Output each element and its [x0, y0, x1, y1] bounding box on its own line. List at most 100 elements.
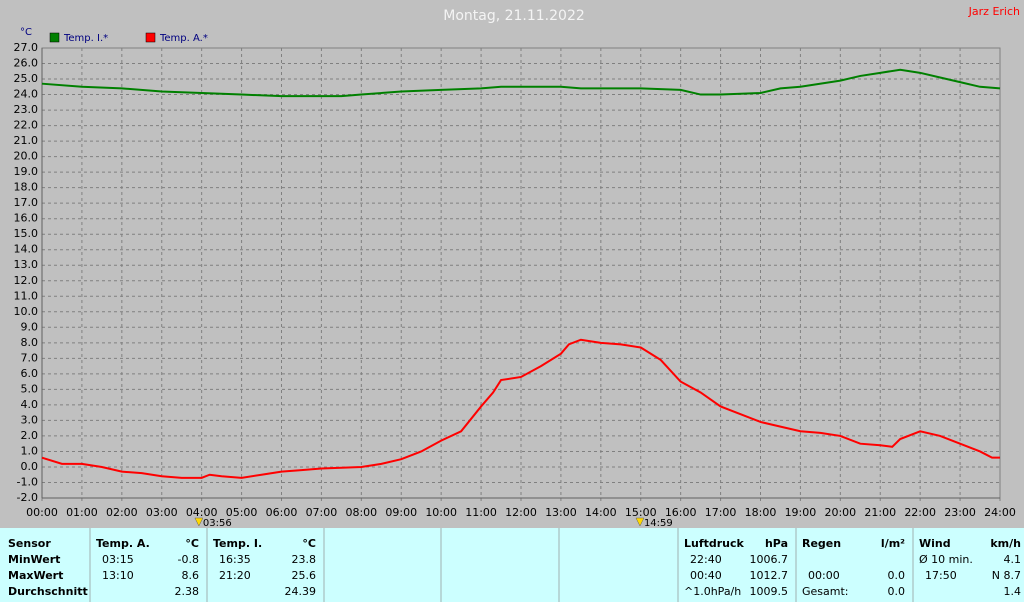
cell-time: Ø 10 min. — [919, 553, 973, 566]
x-tick-label: 24:00 — [984, 506, 1016, 519]
cell-value: N 8.7 — [992, 569, 1021, 582]
x-tick-label: 01:00 — [66, 506, 98, 519]
y-tick-label: 9.0 — [21, 320, 39, 333]
cell-time: 22:40 — [690, 553, 722, 566]
y-axis-label: °C — [20, 27, 32, 38]
cell-value: 0.0 — [888, 569, 906, 582]
cell-time: 16:35 — [219, 553, 251, 566]
y-tick-label: 14.0 — [14, 243, 39, 256]
table-header: Regen — [802, 537, 841, 550]
y-tick-label: 10.0 — [14, 305, 39, 318]
y-tick-label: 11.0 — [14, 289, 39, 302]
y-tick-label: 21.0 — [14, 134, 39, 147]
table-header: Temp. A. — [96, 537, 150, 550]
table-header: Wind — [919, 537, 951, 550]
cell-value: 1012.7 — [750, 569, 789, 582]
x-tick-label: 22:00 — [904, 506, 936, 519]
annotation-label: 03:56 — [203, 518, 232, 529]
x-tick-label: 13:00 — [545, 506, 577, 519]
y-tick-label: 24.0 — [14, 88, 39, 101]
series-line — [41, 68, 1001, 98]
y-tick-label: 5.0 — [21, 382, 39, 395]
y-tick-label: 15.0 — [14, 227, 39, 240]
x-tick-label: 07:00 — [306, 506, 338, 519]
y-tick-label: 22.0 — [14, 119, 39, 132]
table-header: Sensor — [8, 537, 51, 550]
y-tick-label: 7.0 — [21, 351, 39, 364]
cell-value: 1009.5 — [750, 585, 789, 598]
row-label: Durchschnitt — [8, 585, 88, 598]
y-tick-label: 17.0 — [14, 196, 39, 209]
cell-value: 2.38 — [175, 585, 200, 598]
cell-time: 00:40 — [690, 569, 722, 582]
author: Jarz Erich — [968, 5, 1020, 18]
x-tick-label: 02:00 — [106, 506, 138, 519]
x-tick-label: 18:00 — [745, 506, 777, 519]
table-unit: km/h — [990, 537, 1021, 550]
y-tick-label: 2.0 — [21, 429, 39, 442]
x-tick-label: 17:00 — [705, 506, 737, 519]
x-tick-label: 09:00 — [385, 506, 417, 519]
legend-label: Temp. A.* — [159, 33, 208, 44]
y-tick-label: 3.0 — [21, 413, 39, 426]
x-tick-label: 15:00 — [625, 506, 657, 519]
y-tick-label: 13.0 — [14, 258, 39, 271]
cell-value: 23.8 — [292, 553, 317, 566]
x-tick-label: 00:00 — [26, 506, 58, 519]
x-tick-label: 03:00 — [146, 506, 178, 519]
y-tick-label: 1.0 — [21, 444, 39, 457]
cell-time: 03:15 — [102, 553, 134, 566]
y-tick-label: 12.0 — [14, 274, 39, 287]
cell-value: 25.6 — [292, 569, 317, 582]
sun-marker — [194, 517, 204, 527]
y-tick-label: 6.0 — [21, 367, 39, 380]
table-unit: hPa — [765, 537, 788, 550]
legend-swatch — [145, 32, 156, 43]
y-tick-label: 25.0 — [14, 72, 39, 85]
y-tick-label: 18.0 — [14, 181, 39, 194]
y-tick-label: 20.0 — [14, 150, 39, 163]
row-label: MaxWert — [8, 569, 63, 582]
x-tick-label: 10:00 — [425, 506, 457, 519]
y-tick-label: 16.0 — [14, 212, 39, 225]
y-tick-label: 19.0 — [14, 165, 39, 178]
cell-value: 1006.7 — [750, 553, 789, 566]
y-tick-label: 23.0 — [14, 103, 39, 116]
cell-time: 00:00 — [808, 569, 840, 582]
cell-time: 17:50 — [925, 569, 957, 582]
y-tick-label: 26.0 — [14, 57, 39, 70]
x-tick-label: 12:00 — [505, 506, 537, 519]
cell-value: 1.4 — [1004, 585, 1022, 598]
y-tick-label: 27.0 — [14, 41, 39, 54]
x-tick-label: 21:00 — [864, 506, 896, 519]
y-tick-label: 0.0 — [21, 460, 39, 473]
x-tick-label: 14:00 — [585, 506, 617, 519]
cell-time: Gesamt: — [802, 585, 849, 598]
annotation-label: 14:59 — [644, 518, 673, 529]
table-unit: °C — [302, 537, 316, 550]
y-tick-label: -2.0 — [17, 491, 38, 504]
series-line — [41, 338, 1000, 479]
x-tick-label: 23:00 — [944, 506, 976, 519]
x-tick-label: 20:00 — [824, 506, 856, 519]
y-tick-label: 4.0 — [21, 398, 39, 411]
stats-panel — [0, 528, 1024, 602]
sun-marker — [635, 517, 645, 527]
table-unit: °C — [185, 537, 199, 550]
table-header: Temp. I. — [213, 537, 262, 550]
x-tick-label: 19:00 — [785, 506, 817, 519]
legend-swatch — [49, 32, 60, 43]
x-tick-label: 04:00 — [186, 506, 218, 519]
table-unit: l/m² — [881, 537, 905, 550]
y-tick-label: 8.0 — [21, 336, 39, 349]
y-tick-label: -1.0 — [17, 475, 38, 488]
cell-time: 21:20 — [219, 569, 251, 582]
chart-title: Montag, 21.11.2022 — [443, 8, 585, 24]
row-label: MinWert — [8, 553, 60, 566]
x-tick-label: 11:00 — [465, 506, 497, 519]
legend-label: Temp. I.* — [63, 33, 108, 44]
cell-time: ^1.0hPa/h — [684, 585, 741, 598]
x-tick-label: 06:00 — [266, 506, 298, 519]
cell-value: 0.0 — [888, 585, 906, 598]
